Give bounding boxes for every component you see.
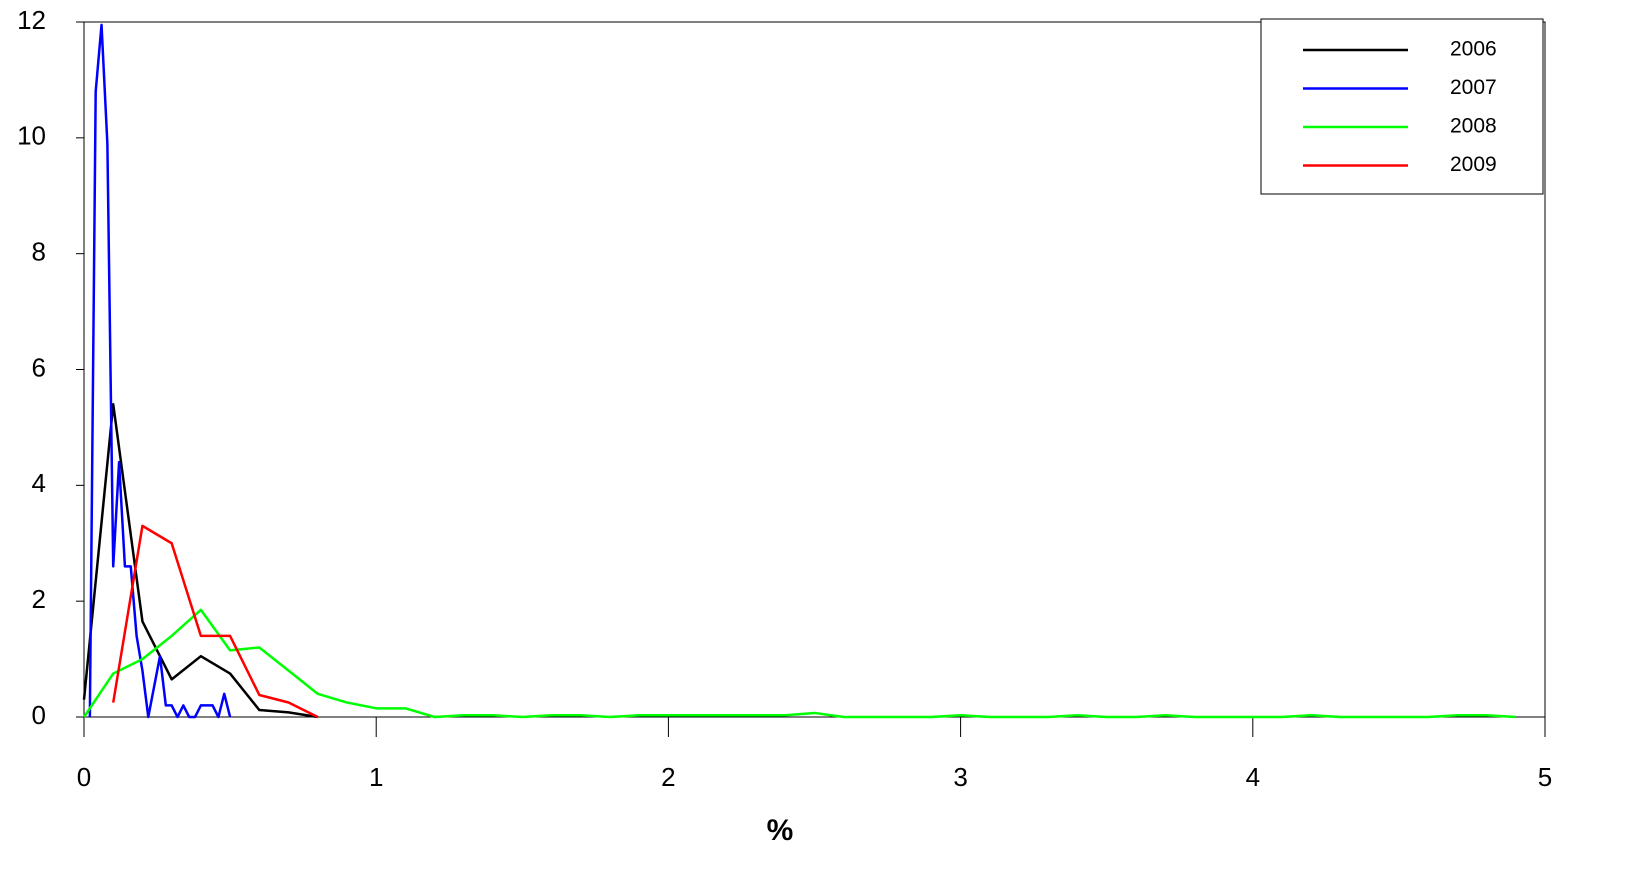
data-line xyxy=(82,403,318,719)
y-tick-label: 0 xyxy=(32,700,46,730)
legend-label: 2009 xyxy=(1450,153,1497,176)
legend-label: 2007 xyxy=(1450,76,1497,99)
x-axis-label: % xyxy=(767,814,794,847)
x-tick-label: 3 xyxy=(953,762,967,792)
data-line xyxy=(88,23,232,719)
x-tick-label: 5 xyxy=(1538,762,1552,792)
legend-box xyxy=(1260,18,1544,195)
x-tick-label: 2 xyxy=(661,762,675,792)
x-tick-label: 4 xyxy=(1246,762,1260,792)
y-tick-label: 4 xyxy=(32,468,46,498)
y-tick-label: 12 xyxy=(17,5,46,35)
x-tick-label: 0 xyxy=(77,762,91,792)
x-tick-label: 1 xyxy=(369,762,383,792)
data-line xyxy=(111,524,319,719)
y-tick-label: 10 xyxy=(17,121,46,151)
data-line xyxy=(82,608,1516,719)
legend-label: 2006 xyxy=(1450,38,1497,61)
legend-label: 2008 xyxy=(1450,115,1497,138)
y-tick-label: 6 xyxy=(32,352,46,382)
y-tick-label: 2 xyxy=(32,584,46,614)
y-tick-label: 8 xyxy=(32,237,46,267)
